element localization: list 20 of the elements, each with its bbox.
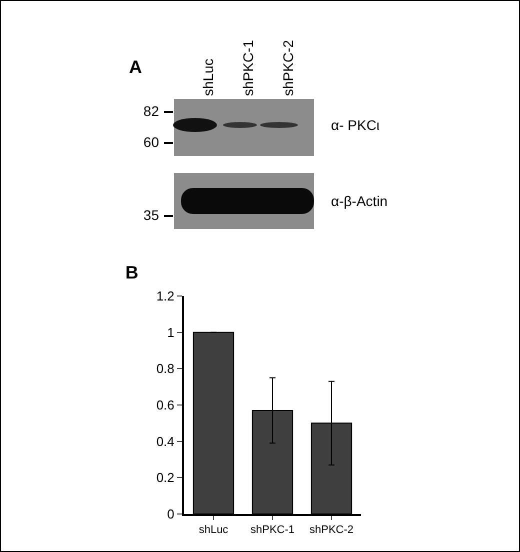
text: shLuc (200, 58, 216, 96)
x-tick-label: shLuc (198, 524, 229, 536)
text: shPKC-2 (280, 40, 296, 96)
y-tick-label: 1 (167, 324, 174, 340)
text: 82 (143, 103, 160, 119)
y-tick-label: 1.2 (156, 288, 174, 304)
y-tick-label: 0.4 (156, 434, 174, 449)
text: α- PKCι (331, 117, 380, 133)
chart-title: B (125, 262, 138, 283)
text: shPKC-1 (240, 40, 256, 96)
text: α-β-Actin (331, 193, 388, 209)
x-tick-label: shPKC-1 (250, 524, 295, 536)
y-tick-label: 0.2 (156, 470, 174, 486)
y-tick-label: 0 (167, 506, 174, 522)
text: 60 (143, 134, 160, 150)
y-tick-label: 0.8 (156, 361, 174, 376)
x-tick-label: shPKC-2 (309, 524, 354, 536)
text: 35 (143, 207, 160, 223)
y-tick-label: 0.6 (156, 398, 174, 413)
text: A (129, 57, 142, 77)
